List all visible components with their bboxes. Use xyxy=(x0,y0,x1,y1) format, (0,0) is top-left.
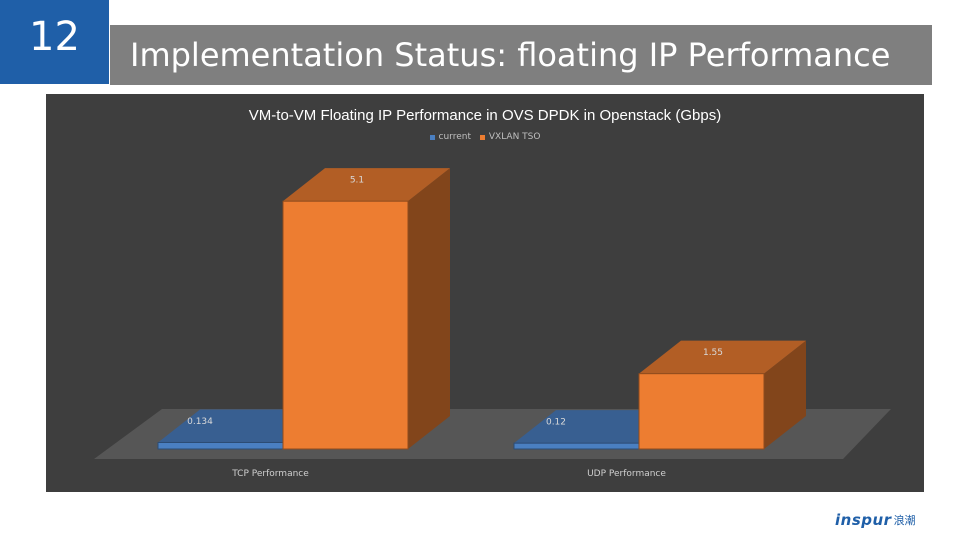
bar-vxlan-tso-1-side xyxy=(764,340,806,449)
data-label: 0.12 xyxy=(546,418,566,428)
category-label: TCP Performance xyxy=(231,469,309,479)
logo-mark: 浪潮 xyxy=(893,514,916,527)
bar-current-1-front xyxy=(513,442,640,450)
slide-title: Implementation Status: floating IP Perfo… xyxy=(110,25,932,85)
legend-label-vxlan-tso: VXLAN TSO xyxy=(488,132,541,142)
data-label: 5.1 xyxy=(350,176,364,186)
legend-item-vxlan-tso: VXLAN TSO xyxy=(479,132,541,142)
legend-swatch-current xyxy=(429,134,435,140)
legend-item-current: current xyxy=(429,132,471,142)
chart-title: VM-to-VM Floating IP Performance in OVS … xyxy=(248,107,722,124)
data-label: 1.55 xyxy=(703,348,723,358)
chart-svg: 0.134 5.1 TCP Performance 0.12 1.55 UDP Perfo… xyxy=(94,168,891,479)
bar-vxlan-tso-0-front xyxy=(282,200,409,450)
category-label: UDP Performance xyxy=(587,469,666,479)
bar-vxlan-tso-0-top xyxy=(283,168,450,202)
inspur-logo: inspur 浪潮 xyxy=(835,510,935,530)
logo-text: inspur xyxy=(835,511,892,529)
data-label: 0.134 xyxy=(187,417,213,427)
chart-legend: current VXLAN TSO xyxy=(46,132,924,143)
chart-panel: VM-to-VM Floating IP Performance in OVS … xyxy=(46,94,924,492)
bar-current-0-front xyxy=(157,441,284,450)
bar-vxlan-tso-1-top xyxy=(639,340,806,374)
bar-vxlan-tso-0-side xyxy=(408,168,450,449)
bar-vxlan-tso-1-front xyxy=(638,373,765,450)
legend-swatch-vxlan-tso xyxy=(479,134,485,140)
legend-label-current: current xyxy=(438,132,471,142)
slide-number: 12 xyxy=(0,0,109,84)
